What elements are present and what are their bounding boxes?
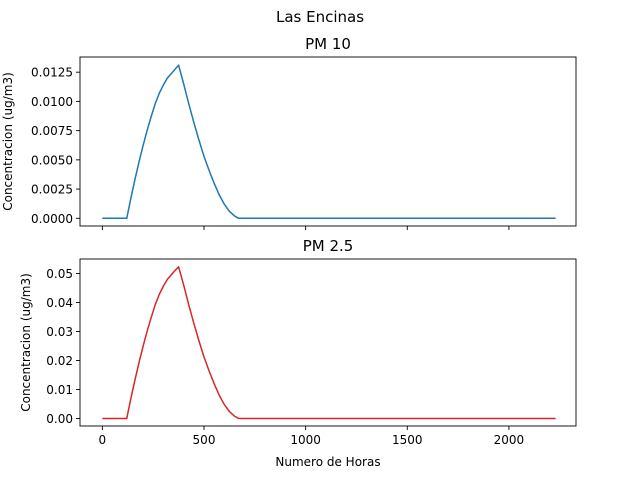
subplot-title: PM 2.5 <box>303 237 354 255</box>
y-tick-label: 0.04 <box>46 296 73 310</box>
y-tick-label: 0.02 <box>46 354 73 368</box>
y-tick-label: 0.0100 <box>31 95 73 109</box>
axes-frame <box>79 56 577 227</box>
figure-suptitle: Las Encinas <box>276 8 364 26</box>
x-tick-label: 2000 <box>494 433 525 447</box>
y-axis-label: Concentracion (ug/m3) <box>1 72 15 211</box>
subplot-title: PM 10 <box>305 35 351 53</box>
y-tick-label: 0.0125 <box>31 66 73 80</box>
y-tick-label: 0.00 <box>46 412 73 426</box>
y-tick-label: 0.05 <box>46 267 73 281</box>
axes-frame <box>79 258 577 427</box>
series-line-1 <box>102 266 556 420</box>
x-axis-label: Numero de Horas <box>275 455 380 469</box>
x-tick-label: 1000 <box>290 433 321 447</box>
x-tick-label: 1500 <box>392 433 423 447</box>
x-tick-label: 0 <box>99 433 107 447</box>
y-tick-label: 0.0075 <box>31 124 73 138</box>
x-tick-label: 500 <box>193 433 216 447</box>
y-tick-label: 0.0025 <box>31 183 73 197</box>
subplot-1: PM 10 0.0000 0.0025 0.0050 0.0075 0.0100 0.012… <box>1 35 577 230</box>
plots: PM 100.00000.00250.00500.00750.01000.012… <box>1 35 577 469</box>
series-line-1 <box>102 64 556 220</box>
y-tick-label: 0.0050 <box>31 153 73 167</box>
y-tick-label: 0.01 <box>46 383 73 397</box>
y-tick-label: 0.0000 <box>31 212 73 226</box>
y-tick-label: 0.03 <box>46 325 73 339</box>
y-axis-label: Concentracion (ug/m3) <box>19 273 33 412</box>
subplot-2: PM 2.5 0.00 0.01 0.02 0.03 0.04 0.05 0 500 1000 15… <box>19 237 577 469</box>
